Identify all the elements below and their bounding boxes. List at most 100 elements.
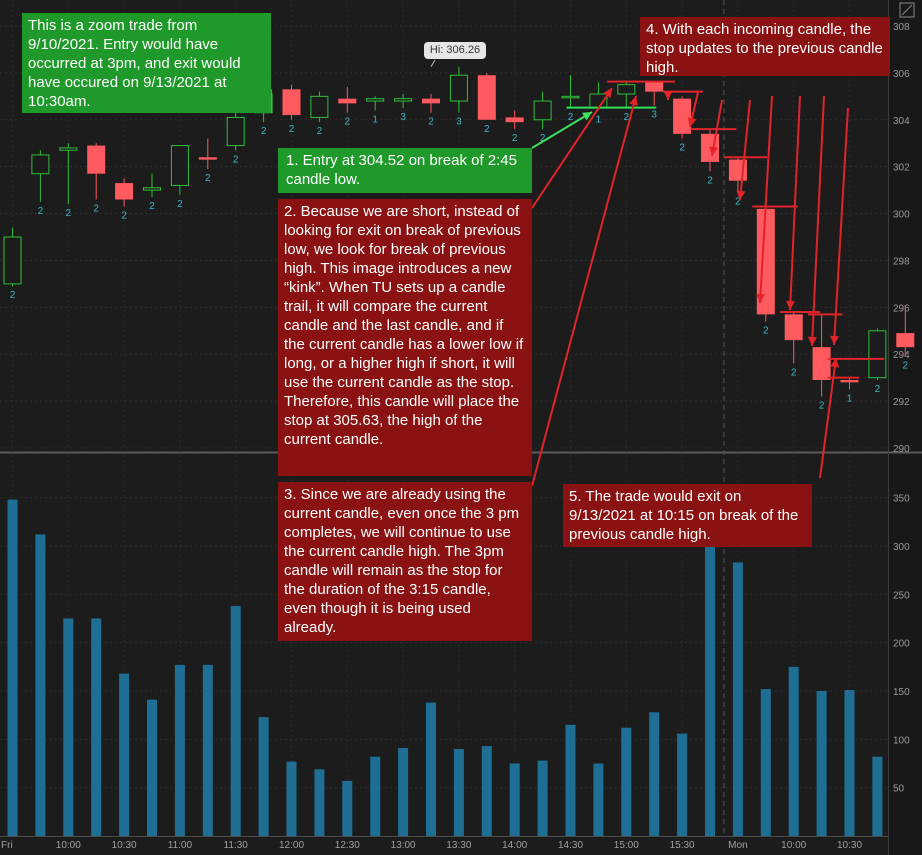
stop-kink-arrow: [531, 87, 613, 209]
volume-bar: [649, 712, 660, 836]
volume-bar: [230, 605, 241, 836]
candle-body-down: [812, 347, 831, 381]
candle-body-down: [840, 380, 859, 383]
exit-arrow: [819, 357, 840, 479]
time-tick-label: 11:30: [224, 840, 249, 851]
trailing-stop-arrow-head: [663, 91, 673, 100]
stop-persistence-arrow-shaft: [531, 95, 637, 487]
trailing-stop-arrow-head: [830, 335, 840, 345]
volume-bar: [621, 727, 632, 836]
volume-bar: [35, 534, 46, 836]
trailing-stop-arrow: [687, 91, 699, 128]
volume-bar: [398, 748, 409, 836]
volume-tick-label: 200: [893, 639, 910, 650]
volume-tick-label: 100: [893, 735, 910, 746]
time-tick-label: 10:30: [112, 840, 137, 851]
trailing-stop-arrow-head: [709, 146, 719, 156]
trailing-stop-arrow: [830, 107, 849, 346]
candle-count-label: 2: [875, 384, 881, 395]
volume-bar: [258, 717, 269, 836]
time-tick-label: 12:00: [279, 840, 304, 851]
candle-count-label: 2: [763, 325, 769, 336]
exit-callout: 5. The trade would exit on 9/13/2021 at …: [563, 484, 812, 547]
trailing-stop-arrow-shaft: [739, 99, 751, 201]
candle-body-down: [87, 145, 106, 174]
trailing-stop-arrow-head: [687, 117, 697, 127]
candle-count-label: 2: [624, 112, 630, 123]
trailing-stop-arrow-shaft: [833, 107, 849, 346]
price-tick-label: 294: [893, 350, 910, 361]
entry-callout: 1. Entry at 304.52 on break of 2:45 cand…: [278, 148, 532, 193]
candle-count-label: 2: [679, 143, 685, 154]
time-tick-label: Mon: [728, 840, 747, 851]
volume-bar: [732, 562, 743, 836]
candle-count-label: 2: [819, 400, 825, 411]
candle-body-up: [394, 98, 413, 102]
time-tick-label: Fri: [1, 840, 13, 851]
candle-body-up: [561, 95, 580, 99]
candles: 2 2 2 2 2 2 2 2 2 2 2 2 2 1 3 2 3 2 2 2 2 1 2 3 2 2 2 2 2 2 1 2 2: [3, 66, 915, 411]
candle-body-up: [366, 98, 385, 102]
candle-count-label: 2: [540, 133, 546, 144]
volume-bar: [7, 499, 18, 836]
stop-kink-arrow-shaft: [531, 87, 613, 209]
stop-persistence-arrow-head: [629, 96, 639, 106]
time-tick-label: 15:00: [614, 840, 639, 851]
trailing-stop-arrow-shaft: [759, 95, 773, 304]
exit-arrow-head: [830, 358, 840, 368]
candle-count-label: 3: [456, 117, 462, 128]
volume-bar: [788, 666, 799, 836]
candle-body-up: [143, 187, 161, 191]
entry-arrow: [531, 111, 593, 149]
volume-bar: [509, 763, 520, 836]
candle-body-up: [226, 116, 245, 147]
entry-arrow-shaft: [531, 111, 593, 149]
volume-bar: [314, 769, 325, 836]
trailing-stop-arrow-shaft: [789, 95, 801, 311]
corner-icon-slash: [901, 4, 913, 16]
trailing-stop-arrow: [807, 95, 825, 347]
candle-body-up: [617, 84, 636, 95]
candle-body-up: [533, 100, 552, 121]
high-marker-pointer: [430, 59, 436, 68]
volume-bar: [844, 690, 855, 836]
price-tick-label: 306: [893, 69, 910, 80]
entry-arrow-head: [581, 112, 592, 121]
volume-bar: [453, 749, 464, 836]
candle-body-down: [338, 98, 357, 104]
candle-count-label: 2: [345, 117, 351, 128]
price-tick-label: 290: [893, 444, 910, 455]
trailing-stop-arrow-head: [785, 300, 795, 310]
volume-tick-label: 250: [893, 590, 910, 601]
stop-kink-callout: 2. Because we are short, instead of look…: [278, 199, 532, 476]
volume-bar: [426, 702, 436, 836]
volume-bar: [147, 699, 157, 836]
time-tick-label: 13:00: [391, 840, 416, 851]
volume-bar: [593, 763, 604, 836]
price-tick-label: 304: [893, 116, 910, 127]
chart-corner-icon: [899, 2, 915, 18]
volume-bar: [565, 724, 576, 836]
time-tick-label: 13:30: [446, 840, 471, 851]
candle-body-up: [31, 154, 50, 175]
volume-bars: [7, 499, 883, 836]
volume-tick-label: 150: [893, 687, 910, 698]
candle-body-down: [505, 117, 524, 123]
candle-body-down: [896, 333, 915, 348]
high-marker-label: Hi: 306.26: [424, 42, 486, 59]
volume-bar: [537, 760, 548, 836]
trade-summary-callout: This is a zoom trade from 9/10/2021. Ent…: [22, 13, 271, 113]
candle-count-label: 2: [205, 173, 211, 184]
time-tick-label: 15:30: [670, 840, 695, 851]
trailing-stop-arrow: [736, 99, 751, 201]
trailing-stop-arrow-head: [807, 336, 817, 346]
candle-count-label: 2: [10, 290, 16, 301]
corner-icon-frame: [899, 2, 915, 18]
candle-body-up: [310, 95, 329, 118]
candle-body-down: [784, 314, 803, 341]
candle-count-label: 1: [596, 114, 602, 125]
candle-count-label: 2: [38, 206, 44, 217]
price-tick-label: 302: [893, 163, 910, 174]
time-tick-label: 14:00: [502, 840, 527, 851]
